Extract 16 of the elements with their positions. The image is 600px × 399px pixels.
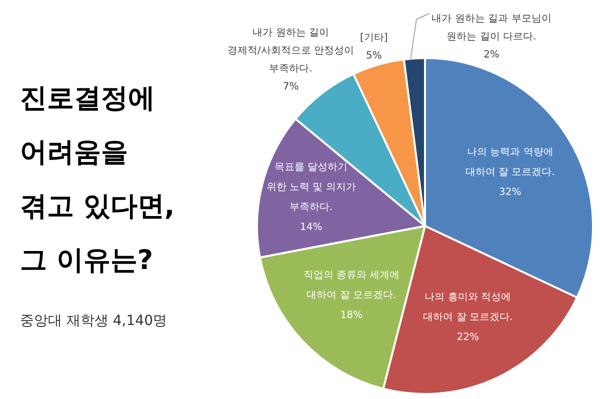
slice-label: 직업의 종류와 세계에 대하여 잘 모르겠다. [303, 270, 400, 300]
data-label: 32% [498, 186, 522, 198]
data-label: 18% [340, 310, 363, 320]
data-label: 22% [456, 332, 480, 343]
text: 중앙대 재학생 4,140명 [20, 312, 167, 330]
data-label: 2% [484, 49, 500, 60]
slice-label: 내가 원하는 길이 경제적/사회적으로 안정성이 부족하다. [228, 27, 354, 74]
data-label: 14% [300, 221, 322, 232]
slice-label: 나의 능력과 역량에 대하여 잘 모르겠다. [465, 146, 555, 178]
slice-label: [기타] [360, 32, 388, 44]
slice-label: 내가 원하는 길과 부모님이 원하는 길이 다르다. [432, 13, 552, 42]
text: 진로결정에 어려움을 겪고 있다면, 그 이유는? [20, 82, 175, 278]
data-label: 5% [366, 50, 382, 62]
slice-label: 나의 흥미와 적성에 대하여 잘 모르겠다. [423, 292, 513, 323]
data-label: 7% [282, 81, 299, 92]
slice-label: 목표를 달성하기 위한 노력 및 의지가 부족하다. [266, 161, 356, 212]
